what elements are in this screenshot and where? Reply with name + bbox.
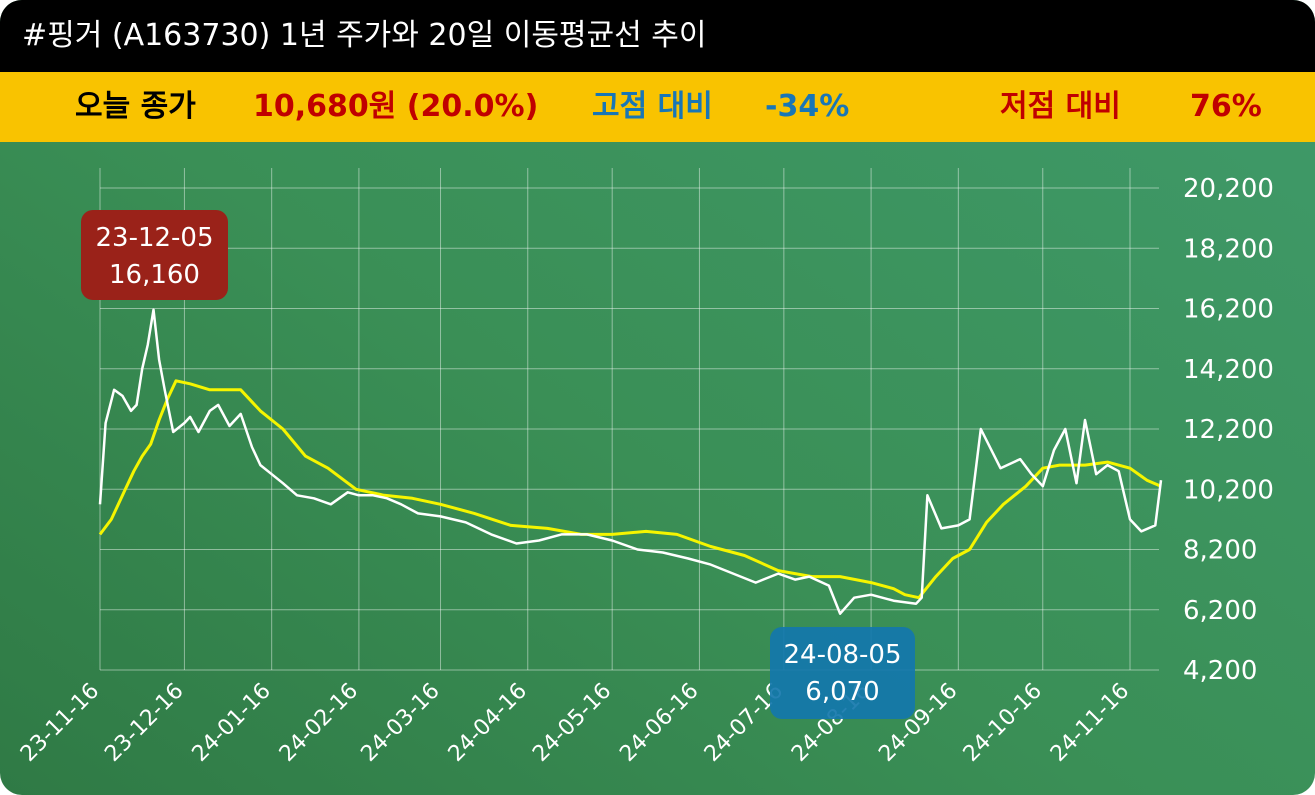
x-tick-label: 24-02-16	[275, 679, 363, 767]
x-tick-label: 24-04-16	[444, 679, 532, 767]
callouts: 23-12-05 16,160 24-08-05 6,070	[81, 210, 915, 719]
y-tick-label: 18,200	[1183, 234, 1274, 264]
price-line	[98, 308, 1163, 615]
low-callout-box	[770, 627, 915, 719]
x-tick-label: 23-12-16	[100, 679, 188, 767]
high-compare-label: 고점 대비	[592, 89, 713, 124]
close-value: 10,680원 (20.0%)	[253, 89, 539, 124]
high-callout: 23-12-05 16,160	[81, 210, 228, 300]
y-tick-label: 8,200	[1183, 536, 1257, 566]
high-callout-box	[81, 210, 228, 300]
ma20-line	[98, 379, 1162, 600]
series-lines	[98, 308, 1163, 615]
high-callout-date: 23-12-05	[95, 223, 213, 253]
x-tick-label: 24-01-16	[188, 679, 276, 767]
y-tick-label: 14,200	[1183, 355, 1274, 385]
y-axis: 20,200 18,200 16,200 14,200 12,200 10,200 8,20…	[1183, 174, 1274, 686]
x-tick-label: 24-03-16	[356, 679, 444, 767]
y-tick-label: 4,200	[1183, 656, 1257, 686]
low-compare-label: 저점 대비	[1000, 89, 1121, 124]
y-tick-label: 20,200	[1183, 174, 1274, 204]
high-callout-value: 16,160	[109, 260, 200, 290]
x-tick-label: 24-05-16	[528, 679, 616, 767]
low-callout-value: 6,070	[805, 677, 879, 707]
low-callout-date: 24-08-05	[783, 640, 901, 670]
x-tick-label: 24-10-16	[959, 679, 1047, 767]
chart-grid	[99, 168, 1159, 671]
x-tick-label: 23-11-16	[16, 679, 104, 767]
y-tick-label: 6,200	[1183, 596, 1257, 626]
chart-title: #핑거 (A163730) 1년 주가와 20일 이동평균선 추이	[0, 0, 1315, 72]
close-label: 오늘 종가	[75, 89, 196, 124]
info-bar: 오늘 종가 10,680원 (20.0%) 고점 대비 -34% 저점 대비 7…	[0, 72, 1315, 142]
price-chart: 20,200 18,200 16,200 14,200 12,200 10,200 8,20…	[16, 168, 1274, 767]
x-tick-label: 24-11-16	[1046, 679, 1134, 767]
high-compare-value: -34%	[765, 89, 850, 124]
x-tick-label: 24-06-16	[615, 679, 703, 767]
x-axis: 23-11-1623-12-1624-01-1624-02-1624-03-16…	[16, 679, 1134, 767]
y-tick-label: 10,200	[1183, 475, 1274, 505]
y-tick-label: 12,200	[1183, 415, 1274, 445]
y-tick-label: 16,200	[1183, 295, 1274, 325]
low-callout: 24-08-05 6,070	[770, 627, 915, 719]
low-compare-value: 76%	[1190, 89, 1262, 124]
